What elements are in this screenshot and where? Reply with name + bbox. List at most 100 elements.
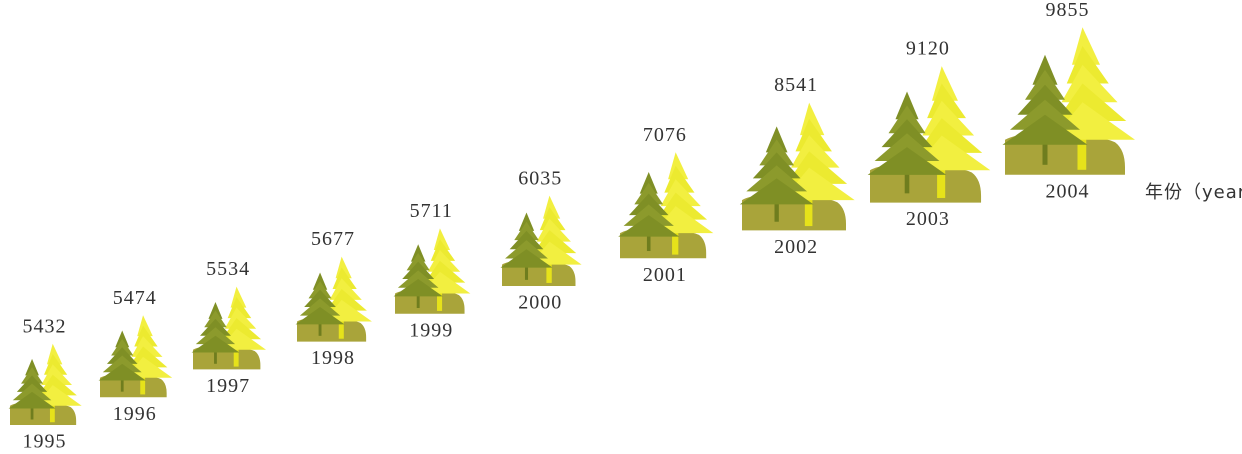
foliage [1056,83,1127,122]
foliage [332,267,357,290]
tree-icon [8,343,82,425]
x-tick-label: 1999 [409,319,453,341]
foliage [895,91,919,120]
foliage [128,346,168,368]
value-label: 5534 [206,258,250,280]
foliage [98,363,146,381]
foliage [424,260,466,283]
tree-icon [393,228,471,314]
foliage [1066,46,1109,84]
value-label: 5432 [22,315,66,337]
foliage [867,147,947,175]
x-tick-label: 2000 [518,292,562,314]
value-label: 7076 [643,124,687,146]
foliage [410,244,426,262]
x-tick-label: 2004 [1046,180,1090,202]
foliage [397,270,439,288]
tree-icon [739,102,855,231]
foliage [536,218,571,242]
foliage [790,135,840,168]
foliage [195,327,236,345]
value-label: 9120 [906,38,950,60]
foliage [38,374,77,396]
foliage [402,261,435,280]
x-tick-label: 1998 [311,347,355,369]
value-label: 6035 [518,167,562,189]
foliage [509,230,544,250]
trunk [318,315,322,336]
foliage [746,165,807,192]
trunk [416,287,420,309]
foliage [917,118,983,153]
trunk [774,191,779,222]
foliage [191,335,240,353]
x-tick-label: 2001 [643,264,687,286]
x-tick-label: 2003 [906,208,950,230]
foliage [781,167,855,201]
foliage [881,119,933,148]
foliage [221,318,262,340]
foliage [304,289,336,308]
foliage [533,230,577,254]
foliage [227,297,252,319]
foliage [427,250,461,272]
foliage [208,302,223,319]
foliage [406,252,430,271]
foliage [653,206,714,234]
trunk [904,160,910,194]
foliage [634,182,664,205]
foliage [1051,102,1135,140]
tree-icon [295,256,372,342]
foliage [1061,64,1118,103]
foliage [224,307,257,329]
x-axis-label: 年份（year） [1145,182,1242,203]
tree-icon [867,66,991,203]
foliage [786,151,848,184]
tree-icon [618,152,714,259]
trunk [120,372,124,392]
value-label: 8541 [774,74,818,96]
trunk [546,253,552,283]
foliage [628,193,669,216]
trunk [437,283,443,311]
foliage [500,249,553,268]
foliage [218,328,267,350]
x-tick-label: 1997 [206,375,250,397]
foliage [326,289,367,311]
foliage [308,281,332,299]
foliage [530,241,582,265]
foliage [134,325,158,347]
tree-icon [500,195,582,286]
value-label: 5677 [311,228,355,250]
trunk [49,396,55,423]
tree-icon [1002,27,1135,175]
x-tick-label: 1995 [22,431,66,453]
foliage [623,204,674,226]
trunk [937,154,946,198]
trunk [804,184,813,227]
foliage [639,172,658,194]
foliage [795,118,832,152]
foliage [329,278,362,300]
foliage [656,192,708,220]
trunk [30,400,34,420]
foliage [874,133,940,161]
foliage [131,336,163,357]
foliage [106,347,138,364]
foliage [922,100,975,136]
tree-icon [191,286,267,370]
trunk [524,258,529,280]
foliage [927,83,967,119]
tree-icon [98,315,173,398]
trunk [233,339,239,367]
x-tick-label: 1996 [113,403,157,425]
foliage [759,139,794,166]
trunk [646,225,651,252]
foliage [115,330,130,348]
trunk [1077,122,1087,170]
foliage [618,215,680,237]
foliage [323,299,372,322]
foliage [393,279,443,297]
x-tick-label: 2002 [774,236,818,258]
